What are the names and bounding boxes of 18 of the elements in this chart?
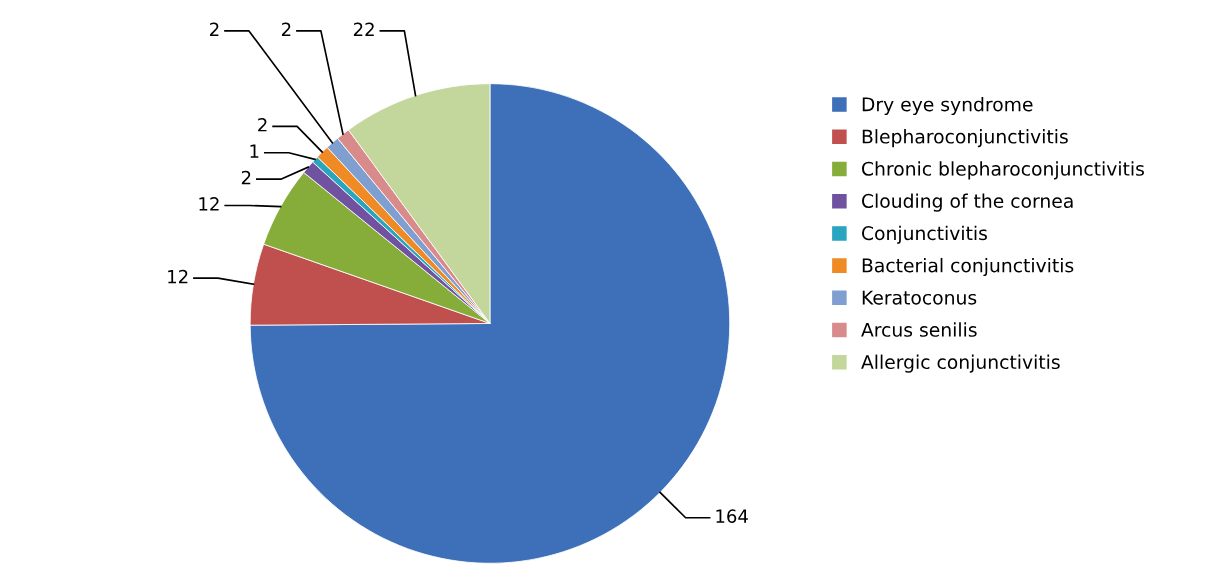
legend-label: Keratoconus xyxy=(862,290,977,305)
legend-label: Dry eye syndrome xyxy=(862,96,1033,116)
data-label: 2 xyxy=(241,170,251,185)
legend-label: Clouding of the cornea xyxy=(862,193,1073,212)
data-label: 1 xyxy=(250,144,259,158)
data-label: 12 xyxy=(199,197,219,211)
legend-label: Blepharoconjunctivitis xyxy=(862,129,1068,148)
data-label: 12 xyxy=(168,269,188,284)
data-label: 2 xyxy=(258,117,267,132)
data-label: 22 xyxy=(353,22,374,36)
legend-label: Conjunctivitis xyxy=(862,225,987,244)
data-label: 2 xyxy=(210,22,219,36)
legend-label: Chronic blepharoconjunctivitis xyxy=(862,161,1144,180)
data-label: 164 xyxy=(716,509,748,524)
data-label: 2 xyxy=(281,22,291,36)
legend-label: Allergic conjunctivitis xyxy=(861,354,1060,373)
legend-label: Bacterial conjunctivitis xyxy=(862,257,1074,277)
legend-label: Arcus senilis xyxy=(861,322,977,337)
